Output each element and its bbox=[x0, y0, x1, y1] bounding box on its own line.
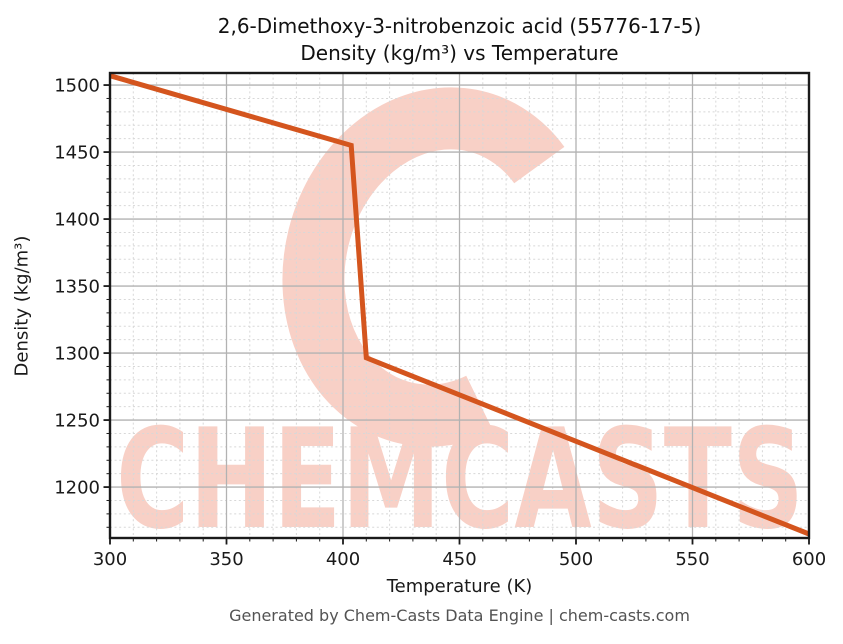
x-tick-label: 450 bbox=[442, 549, 476, 570]
major-gridlines bbox=[110, 73, 809, 538]
footer-text: Generated by Chem-Casts Data Engine | ch… bbox=[229, 606, 690, 625]
chart-title: 2,6-Dimethoxy-3-nitrobenzoic acid (55776… bbox=[110, 13, 809, 67]
chart-title-line1: 2,6-Dimethoxy-3-nitrobenzoic acid (55776… bbox=[217, 14, 702, 38]
data-series-layer bbox=[109, 73, 810, 537]
x-axis-label: Temperature (K) bbox=[386, 576, 533, 597]
x-tick-label: 600 bbox=[792, 549, 826, 570]
x-tick-label: 550 bbox=[675, 549, 709, 570]
x-tick-label: 500 bbox=[559, 549, 593, 570]
chart-title-line2: Density (kg/m³) vs Temperature bbox=[300, 41, 619, 65]
chemcasts-logo-c-icon bbox=[282, 87, 565, 447]
y-tick-label: 1200 bbox=[54, 478, 100, 499]
x-tick-label: 350 bbox=[209, 549, 243, 570]
y-tick-label: 1400 bbox=[54, 210, 100, 231]
axis-ticks bbox=[103, 84, 810, 545]
x-tick-label: 300 bbox=[93, 549, 127, 570]
y-tick-label: 1350 bbox=[54, 277, 100, 298]
y-tick-label: 1500 bbox=[54, 76, 100, 97]
y-tick-label: 1300 bbox=[54, 344, 100, 365]
y-tick-label: 1250 bbox=[54, 411, 100, 432]
y-tick-label: 1450 bbox=[54, 143, 100, 164]
axis-tick-labels: 300 350 400 450 500 550 600 1200 1250 1300 1350 140… bbox=[54, 76, 826, 570]
y-axis-label: Density (kg/m³) bbox=[11, 235, 33, 377]
density-line bbox=[109, 73, 810, 537]
x-tick-label: 400 bbox=[326, 549, 360, 570]
